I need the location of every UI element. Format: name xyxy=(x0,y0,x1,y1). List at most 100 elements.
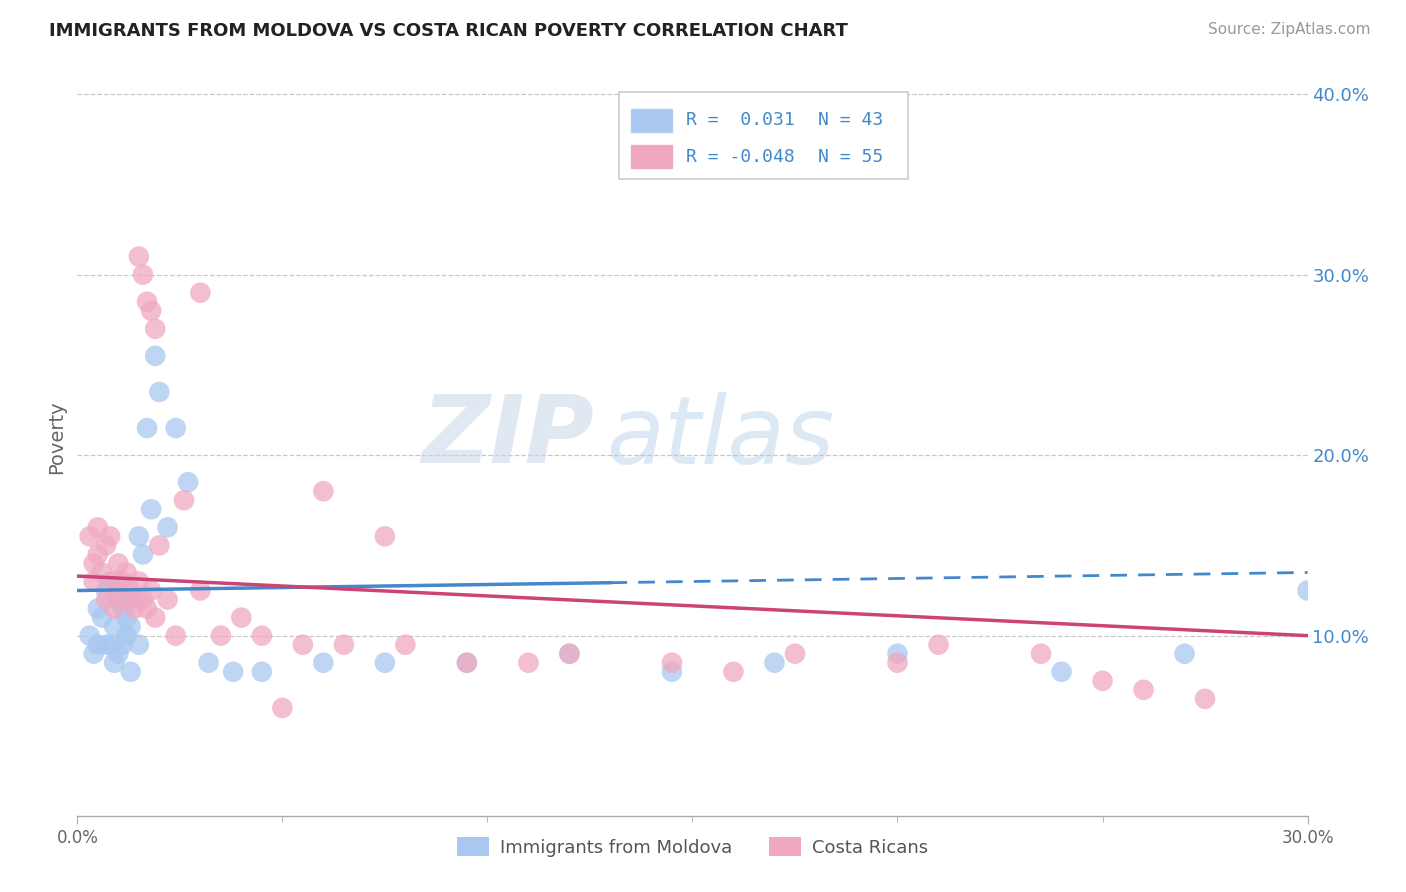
Point xyxy=(141,583,163,598)
Point xyxy=(783,647,806,661)
Point xyxy=(374,529,396,543)
FancyBboxPatch shape xyxy=(631,145,672,168)
Point xyxy=(87,601,110,615)
Point xyxy=(141,502,163,516)
Point xyxy=(103,601,125,615)
Point xyxy=(107,592,129,607)
Text: R =  0.031: R = 0.031 xyxy=(686,112,794,129)
Point xyxy=(886,647,908,661)
Point xyxy=(120,583,142,598)
Point xyxy=(517,656,540,670)
Point xyxy=(763,656,786,670)
Point xyxy=(115,566,138,580)
Point xyxy=(90,566,114,580)
Point xyxy=(107,557,129,571)
Point xyxy=(98,529,121,543)
Point xyxy=(188,285,212,300)
Point xyxy=(291,638,314,652)
Point xyxy=(1091,673,1114,688)
Point xyxy=(128,638,150,652)
Point xyxy=(271,701,294,715)
Point xyxy=(456,656,478,670)
Text: atlas: atlas xyxy=(606,392,835,483)
Point xyxy=(143,349,166,363)
Point xyxy=(222,665,245,679)
Point xyxy=(124,592,146,607)
Point xyxy=(312,484,335,499)
Point xyxy=(98,574,121,589)
Point xyxy=(90,610,114,624)
Point xyxy=(250,665,273,679)
Point xyxy=(558,647,581,661)
Point xyxy=(83,574,105,589)
Point xyxy=(723,665,745,679)
Point xyxy=(124,601,146,615)
Point xyxy=(197,656,219,670)
Point xyxy=(148,538,170,552)
Text: N = 43: N = 43 xyxy=(818,112,883,129)
Point xyxy=(83,647,105,661)
Point xyxy=(98,638,121,652)
Point xyxy=(231,610,253,624)
FancyBboxPatch shape xyxy=(631,109,672,131)
Point xyxy=(250,629,273,643)
Point xyxy=(103,619,125,633)
Point xyxy=(886,656,908,670)
Point xyxy=(136,421,159,435)
Point xyxy=(107,583,129,598)
Point xyxy=(177,475,200,490)
Point xyxy=(209,629,232,643)
Point xyxy=(394,638,416,652)
Text: Source: ZipAtlas.com: Source: ZipAtlas.com xyxy=(1208,22,1371,37)
Point xyxy=(928,638,950,652)
Text: N = 55: N = 55 xyxy=(818,147,883,166)
Point xyxy=(115,610,138,624)
Point xyxy=(87,548,110,562)
Point xyxy=(111,601,134,615)
Point xyxy=(165,629,187,643)
Legend: Immigrants from Moldova, Costa Ricans: Immigrants from Moldova, Costa Ricans xyxy=(450,830,935,864)
Point xyxy=(120,665,142,679)
Point xyxy=(128,250,150,264)
Point xyxy=(136,601,159,615)
Point xyxy=(156,592,179,607)
Point xyxy=(1029,647,1052,661)
Point xyxy=(79,629,101,643)
Point xyxy=(136,294,159,309)
Point xyxy=(141,303,163,318)
Point xyxy=(128,529,150,543)
Y-axis label: Poverty: Poverty xyxy=(48,401,66,474)
Point xyxy=(165,421,187,435)
Point xyxy=(94,583,117,598)
Point xyxy=(1174,647,1197,661)
Point xyxy=(661,665,683,679)
Point xyxy=(79,529,101,543)
Text: IMMIGRANTS FROM MOLDOVA VS COSTA RICAN POVERTY CORRELATION CHART: IMMIGRANTS FROM MOLDOVA VS COSTA RICAN P… xyxy=(49,22,848,40)
Point xyxy=(374,656,396,670)
Point xyxy=(107,647,129,661)
Point xyxy=(1194,691,1216,706)
Point xyxy=(143,322,166,336)
Point xyxy=(115,629,138,643)
Point xyxy=(132,548,155,562)
Point xyxy=(83,557,105,571)
Point xyxy=(111,638,134,652)
Point xyxy=(87,638,110,652)
Point xyxy=(156,520,179,534)
Point xyxy=(143,610,166,624)
Point xyxy=(87,520,110,534)
Point xyxy=(558,647,581,661)
Text: R = -0.048: R = -0.048 xyxy=(686,147,794,166)
Point xyxy=(115,592,138,607)
Point xyxy=(132,592,155,607)
Point xyxy=(1132,682,1154,697)
Point xyxy=(148,384,170,399)
FancyBboxPatch shape xyxy=(619,92,908,179)
Point xyxy=(132,268,155,282)
Point xyxy=(128,574,150,589)
Text: ZIP: ZIP xyxy=(422,391,595,483)
Point xyxy=(1296,583,1319,598)
Point xyxy=(94,592,117,607)
Point xyxy=(94,638,117,652)
Point xyxy=(661,656,683,670)
